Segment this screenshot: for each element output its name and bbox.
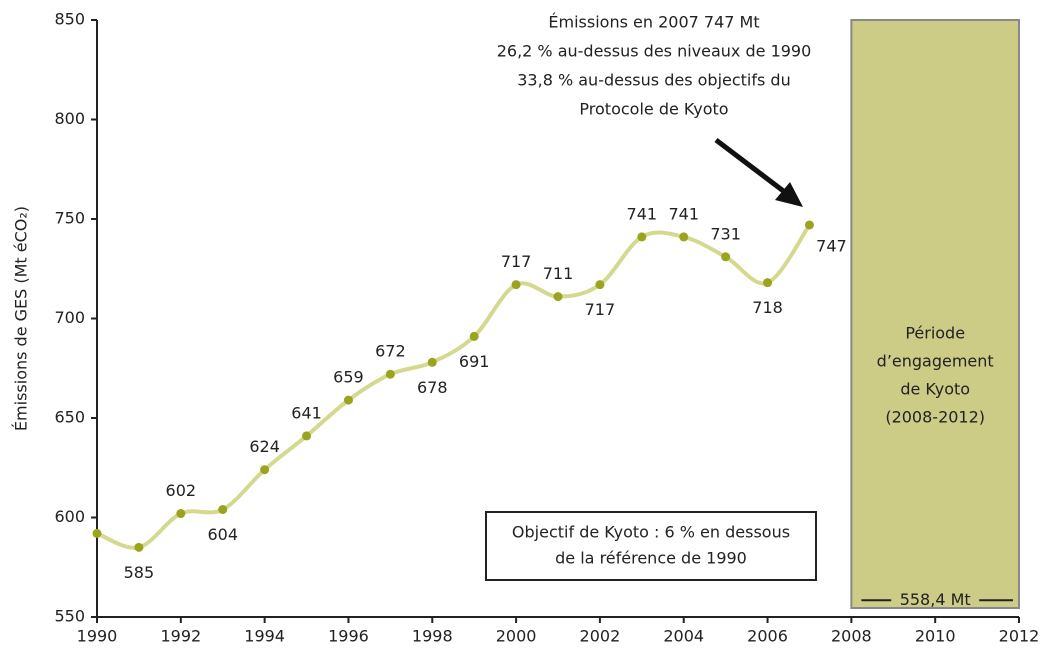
data-point	[553, 292, 563, 302]
data-point	[595, 280, 605, 290]
y-tick-label: 700	[54, 308, 85, 327]
data-label: 604	[207, 525, 238, 544]
target-label: 558,4 Mt	[900, 590, 971, 609]
x-tick-label: 1992	[160, 627, 201, 646]
data-point	[134, 542, 144, 552]
data-point	[637, 232, 647, 242]
data-label: 741	[627, 204, 658, 223]
data-point	[511, 280, 521, 290]
y-tick-label: 600	[54, 507, 85, 526]
data-point	[92, 528, 102, 538]
data-point	[385, 369, 395, 379]
data-point	[260, 465, 270, 475]
data-label: 672	[375, 342, 406, 361]
data-label: 678	[417, 378, 448, 397]
x-tick-label: 2008	[831, 627, 872, 646]
data-point	[427, 357, 437, 367]
x-tick-label: 2010	[915, 627, 956, 646]
x-tick-label: 1990	[77, 627, 118, 646]
x-tick-label: 1994	[244, 627, 285, 646]
y-tick-label: 800	[54, 109, 85, 128]
data-label: 641	[291, 403, 322, 422]
annotation: 33,8 % au-dessus des objectifs du	[517, 71, 790, 90]
x-tick-label: 1998	[412, 627, 453, 646]
x-tick-label: 2012	[999, 627, 1040, 646]
data-point	[302, 431, 312, 441]
data-label: 659	[333, 368, 364, 387]
note-text: de la référence de 1990	[555, 549, 747, 568]
data-point	[679, 232, 689, 242]
data-point	[218, 505, 228, 515]
y-axis-label: Émissions de GES (Mt éCO₂)	[12, 206, 31, 431]
data-label: 602	[166, 481, 197, 500]
annotation: Émissions en 2007 747 Mt	[548, 13, 759, 32]
emissions-line	[96, 223, 812, 550]
data-point	[721, 252, 731, 262]
x-tick-label: 2002	[580, 627, 621, 646]
x-tick-label: 2000	[496, 627, 537, 646]
y-tick-label: 650	[54, 408, 85, 427]
data-label: 717	[585, 300, 616, 319]
data-point	[763, 278, 773, 288]
y-tick-label: 850	[54, 10, 85, 29]
data-label: 747	[816, 236, 847, 255]
annotation: Protocole de Kyoto	[579, 100, 728, 119]
data-label: 741	[668, 204, 699, 223]
period-label: d’engagement	[877, 352, 994, 371]
data-point	[176, 509, 186, 519]
x-tick-label: 1996	[328, 627, 369, 646]
note-box	[485, 511, 817, 581]
period-label: Période	[905, 324, 965, 343]
data-label: 718	[752, 298, 783, 317]
arrow-shaft	[714, 138, 792, 198]
data-label: 691	[459, 352, 490, 371]
data-label: 711	[543, 264, 574, 283]
y-tick-label: 550	[54, 607, 85, 626]
annotation: 26,2 % au-dessus des niveaux de 1990	[497, 42, 812, 61]
data-label: 585	[124, 563, 155, 582]
data-label: 624	[249, 437, 280, 456]
note-text: Objectif de Kyoto : 6 % en dessous	[512, 523, 790, 542]
arrow-head	[775, 182, 803, 207]
data-point	[804, 220, 814, 230]
data-point	[343, 395, 353, 405]
period-label: de Kyoto	[900, 380, 970, 399]
x-tick-label: 2004	[663, 627, 704, 646]
data-label: 731	[710, 224, 741, 243]
data-label: 717	[501, 252, 532, 271]
data-point	[469, 331, 479, 341]
x-tick-label: 2006	[747, 627, 788, 646]
kyoto-period	[850, 19, 1021, 609]
y-tick-label: 750	[54, 209, 85, 228]
period-label: (2008-2012)	[885, 408, 985, 427]
